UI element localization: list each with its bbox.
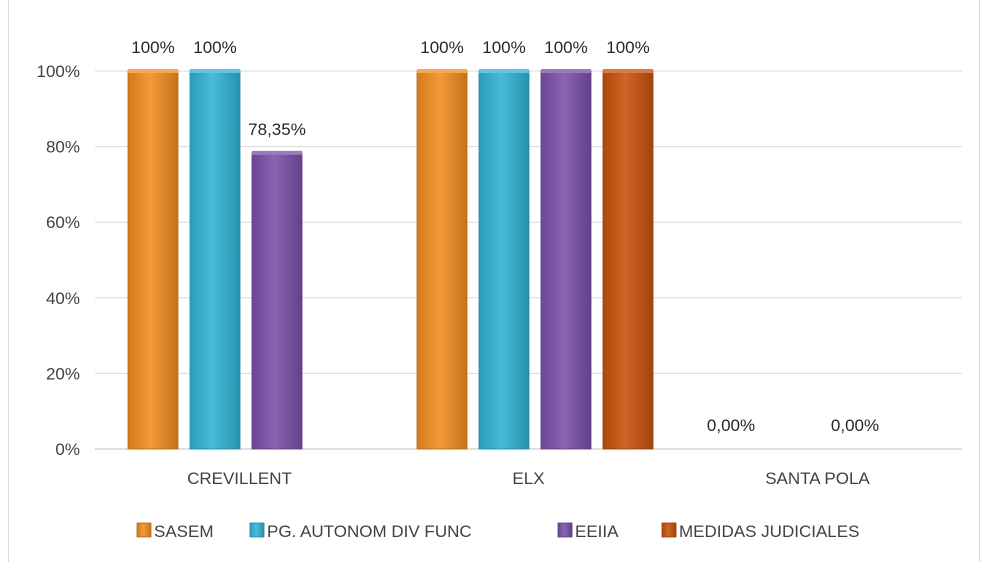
data-label: 100% <box>544 38 587 57</box>
data-label: 0,00% <box>707 416 755 435</box>
bar-sasem-elx <box>416 70 468 450</box>
data-label: 100% <box>131 38 174 57</box>
legend-label: MEDIDAS JUDICIALES <box>679 522 859 541</box>
bar-top-cap <box>479 69 529 73</box>
data-label: 100% <box>420 38 463 57</box>
legend-swatch <box>557 522 573 538</box>
y-tick-label: 0% <box>55 440 80 459</box>
y-tick-label: 40% <box>46 289 80 308</box>
bar-eeiia-elx <box>540 70 592 450</box>
bar-top-cap <box>128 69 178 73</box>
x-category-label: ELX <box>512 469 544 488</box>
legend-label: EEIIA <box>575 522 619 541</box>
bar-pg-autonom-div-func-elx <box>478 70 530 450</box>
bar-top-cap <box>252 150 302 155</box>
data-label: 100% <box>606 38 649 57</box>
y-axis: 0% 20% 40% 60% 80% 100% <box>37 62 80 459</box>
data-labels: 100% 100% 78,35% 100% 100% 100% 100% 0,00% 0,00% <box>131 38 879 435</box>
legend-swatch <box>249 522 265 538</box>
bar-eeiia-crevillent <box>251 152 303 450</box>
chart-border <box>8 0 980 562</box>
x-category-label: CREVILLENT <box>187 469 292 488</box>
data-label: 0,00% <box>831 416 879 435</box>
bar-top-cap <box>417 69 467 73</box>
x-axis: CREVILLENT ELX SANTA POLA <box>187 469 870 488</box>
y-tick-label: 100% <box>37 62 80 81</box>
bar-medidas-judiciales-elx <box>602 70 654 450</box>
legend-swatch <box>136 522 152 538</box>
y-tick-label: 20% <box>46 364 80 383</box>
data-label: 100% <box>482 38 525 57</box>
bar-top-cap <box>190 69 240 73</box>
bars <box>127 69 654 450</box>
y-tick-label: 60% <box>46 213 80 232</box>
legend-swatch <box>661 522 677 538</box>
bar-sasem-crevillent <box>127 70 179 450</box>
y-tick-label: 80% <box>46 138 80 157</box>
data-label: 78,35% <box>248 120 306 139</box>
legend: SASEM PG. AUTONOM DIV FUNC EEIIA MEDIDAS JU… <box>136 522 859 541</box>
legend-label: PG. AUTONOM DIV FUNC <box>267 522 472 541</box>
x-category-label: SANTA POLA <box>765 469 870 488</box>
bar-top-cap <box>603 69 653 73</box>
bar-top-cap <box>541 69 591 73</box>
data-label: 100% <box>193 38 236 57</box>
legend-label: SASEM <box>154 522 214 541</box>
